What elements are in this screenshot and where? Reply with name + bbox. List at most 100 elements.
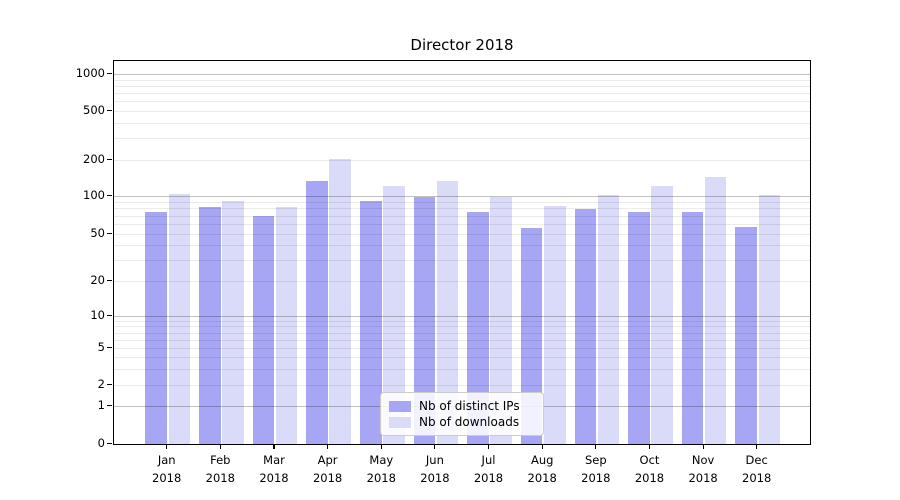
major-gridline <box>114 196 810 197</box>
minor-gridline <box>114 208 810 210</box>
x-axis-tick <box>273 445 275 449</box>
x-axis-tick <box>434 445 436 449</box>
bar-distinct-ips-jul <box>467 211 489 444</box>
minor-gridline <box>114 339 810 341</box>
bar-downloads-mar <box>275 207 298 444</box>
bar-distinct-ips-apr <box>306 181 328 444</box>
x-axis-tick-label: May 2018 <box>366 453 396 485</box>
minor-gridline <box>114 201 810 203</box>
bar-distinct-ips-jun <box>413 197 436 444</box>
x-axis-tick <box>648 445 651 449</box>
bar-downloads-apr <box>329 159 351 444</box>
y-axis-tick <box>107 404 112 406</box>
bar-distinct-ips-feb <box>199 207 221 444</box>
minor-gridline <box>114 138 810 140</box>
minor-gridline <box>114 122 810 124</box>
legend-swatch-distinct-ips <box>389 400 411 412</box>
x-axis-tick <box>702 445 704 449</box>
minor-gridline <box>114 215 810 217</box>
chart-title: Director 2018 <box>410 36 514 54</box>
x-axis-tick <box>487 445 490 449</box>
x-axis-tick-label: Sep 2018 <box>581 453 611 485</box>
bar-distinct-ips-oct <box>628 212 650 444</box>
minor-gridline <box>114 260 810 262</box>
x-axis-tick <box>327 445 329 449</box>
x-axis-tick-label: Nov 2018 <box>688 453 718 485</box>
y-axis-tick-label: 1000 <box>75 65 105 80</box>
minor-gridline <box>114 357 810 358</box>
bar-distinct-ips-may <box>360 200 382 444</box>
major-gridline <box>114 316 810 317</box>
plot-area <box>113 60 811 445</box>
minor-gridline <box>114 160 810 161</box>
minor-gridline <box>114 320 810 322</box>
x-axis-tick-label: Apr 2018 <box>312 453 343 485</box>
minor-gridline <box>114 326 810 328</box>
minor-gridline <box>114 93 810 94</box>
minor-gridline <box>114 281 810 282</box>
legend-item: Nb of distinct IPs <box>389 398 535 414</box>
y-axis-tick-label: 20 <box>90 272 105 287</box>
minor-gridline <box>114 79 810 81</box>
y-axis-tick <box>107 194 112 196</box>
x-axis-tick-label: Dec 2018 <box>742 453 772 485</box>
x-axis-tick <box>219 445 221 449</box>
bar-distinct-ips-jan <box>145 212 167 444</box>
bar-distinct-ips-dec <box>735 226 757 444</box>
x-axis-tick <box>595 445 597 449</box>
bar-distinct-ips-aug <box>520 227 543 444</box>
minor-gridline <box>114 111 810 112</box>
minor-gridline <box>114 245 810 247</box>
y-axis-tick-label: 2 <box>97 376 105 391</box>
minor-gridline <box>114 234 810 235</box>
major-gridline <box>114 74 810 75</box>
y-axis-tick <box>107 109 112 111</box>
y-axis-tick <box>107 314 112 316</box>
bar-distinct-ips-nov <box>681 211 704 444</box>
minor-gridline <box>114 348 810 349</box>
x-axis-tick <box>756 445 758 449</box>
x-axis-tick-label: Jan 2018 <box>152 453 182 485</box>
y-axis-tick-label: 100 <box>83 187 105 202</box>
y-axis-tick <box>107 442 112 444</box>
bar-downloads-nov <box>704 177 727 444</box>
bar-downloads-dec <box>758 194 780 444</box>
x-axis-tick-label: Aug 2018 <box>527 453 557 485</box>
x-axis-tick-label: Jun 2018 <box>420 453 450 485</box>
y-axis-tick-label: 10 <box>90 307 105 322</box>
legend-label: Nb of downloads <box>419 415 520 429</box>
x-axis-tick-label: Feb 2018 <box>205 453 235 485</box>
y-axis-tick <box>107 346 112 348</box>
legend-swatch-downloads <box>389 416 411 428</box>
bar-downloads-oct <box>651 186 673 444</box>
bar-downloads-feb <box>222 200 244 444</box>
y-axis-tick-label: 1 <box>97 397 105 412</box>
minor-gridline <box>114 224 810 225</box>
bar-distinct-ips-mar <box>252 216 275 444</box>
bar-downloads-may <box>383 186 405 444</box>
x-axis-tick <box>541 445 543 449</box>
y-axis-tick <box>107 158 112 160</box>
x-axis-tick-label: Mar 2018 <box>259 453 289 485</box>
legend-item: Nb of downloads <box>389 414 535 430</box>
minor-gridline <box>114 332 810 334</box>
x-axis-tick-label: Jul 2018 <box>473 453 504 485</box>
legend-label: Nb of distinct IPs <box>419 399 520 413</box>
minor-gridline <box>114 368 810 370</box>
y-axis-tick <box>107 232 112 234</box>
x-axis-tick-label: Oct 2018 <box>634 453 665 485</box>
y-axis-tick <box>107 72 112 74</box>
y-axis-tick-label: 200 <box>83 151 105 166</box>
y-axis-tick <box>107 279 112 281</box>
bar-distinct-ips-sep <box>574 209 596 444</box>
bar-downloads-jul <box>490 197 512 444</box>
minor-gridline <box>114 385 810 386</box>
y-axis-tick <box>107 383 112 385</box>
bar-downloads-jun <box>436 181 459 444</box>
x-axis-tick <box>380 445 382 449</box>
y-axis-tick-label: 500 <box>83 102 105 117</box>
x-axis-tick <box>166 445 168 449</box>
minor-gridline <box>114 85 810 87</box>
legend: Nb of distinct IPs Nb of downloads <box>380 392 544 436</box>
